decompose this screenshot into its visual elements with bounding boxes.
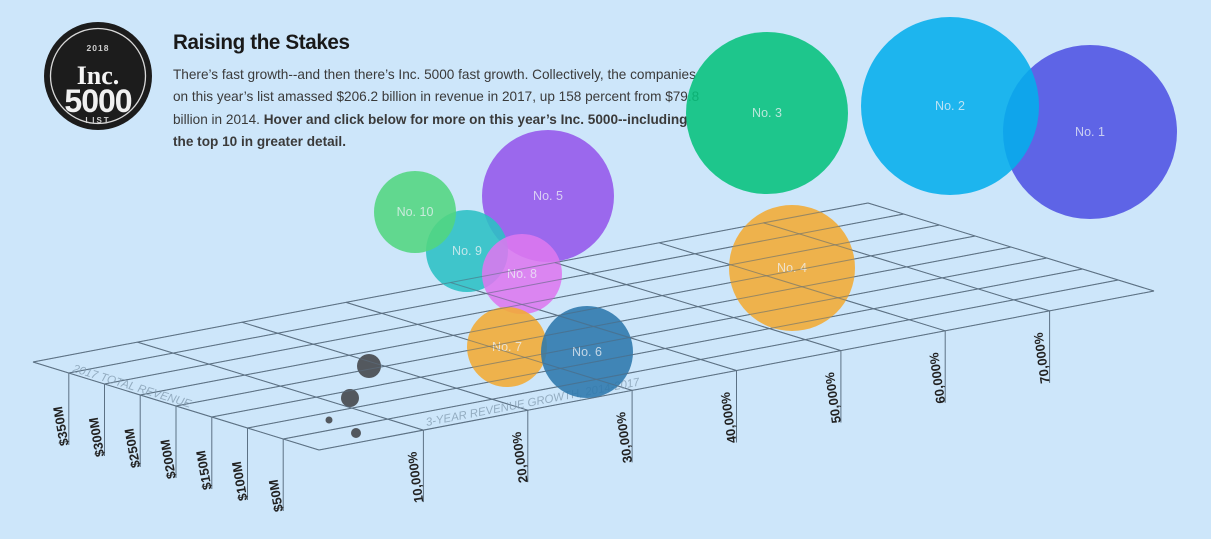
- svg-text:No. 9: No. 9: [452, 244, 482, 258]
- svg-text:No. 5: No. 5: [533, 189, 563, 203]
- svg-text:No. 2: No. 2: [935, 99, 965, 113]
- svg-text:No. 1: No. 1: [1075, 125, 1105, 139]
- svg-text:No. 3: No. 3: [752, 106, 782, 120]
- svg-text:No. 10: No. 10: [397, 205, 434, 219]
